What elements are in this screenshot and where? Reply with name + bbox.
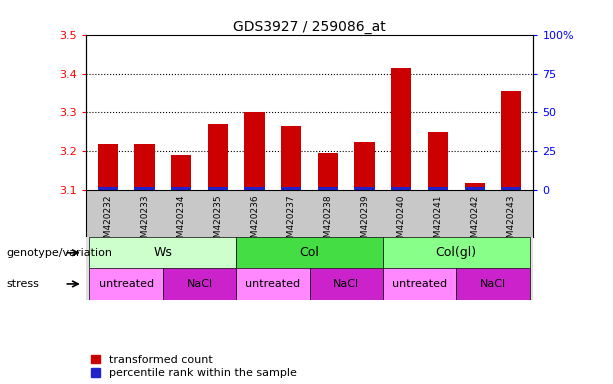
Bar bbox=[428, 187, 448, 190]
Text: GSM420235: GSM420235 bbox=[213, 194, 223, 249]
Text: NaCl: NaCl bbox=[480, 279, 506, 289]
Bar bbox=[134, 187, 154, 190]
Text: Ws: Ws bbox=[153, 246, 172, 259]
Text: GSM420236: GSM420236 bbox=[250, 194, 259, 249]
Bar bbox=[97, 187, 118, 190]
Bar bbox=[465, 183, 485, 190]
Bar bbox=[97, 144, 118, 190]
Bar bbox=[354, 187, 375, 190]
Bar bbox=[163, 268, 236, 300]
Bar bbox=[171, 156, 191, 190]
Bar bbox=[236, 237, 383, 268]
Bar bbox=[281, 187, 302, 190]
Bar bbox=[391, 187, 411, 190]
Bar bbox=[245, 113, 265, 190]
Text: untreated: untreated bbox=[392, 279, 447, 289]
Text: GSM420234: GSM420234 bbox=[177, 194, 186, 249]
Bar bbox=[89, 237, 236, 268]
Text: genotype/variation: genotype/variation bbox=[6, 248, 112, 258]
Text: Col(gl): Col(gl) bbox=[436, 246, 477, 259]
Text: Col: Col bbox=[300, 246, 319, 259]
Text: NaCl: NaCl bbox=[186, 279, 213, 289]
Bar bbox=[391, 68, 411, 190]
Text: GSM420241: GSM420241 bbox=[433, 194, 443, 249]
Text: GSM420242: GSM420242 bbox=[470, 194, 479, 248]
Bar bbox=[383, 268, 456, 300]
Bar bbox=[245, 187, 265, 190]
Text: GSM420237: GSM420237 bbox=[287, 194, 295, 249]
Bar bbox=[318, 153, 338, 190]
Bar bbox=[89, 268, 163, 300]
Text: untreated: untreated bbox=[245, 279, 300, 289]
Text: GSM420240: GSM420240 bbox=[397, 194, 406, 249]
Bar bbox=[354, 142, 375, 190]
Legend: transformed count, percentile rank within the sample: transformed count, percentile rank withi… bbox=[91, 355, 297, 379]
Bar bbox=[134, 144, 154, 190]
Bar bbox=[501, 91, 522, 190]
Bar bbox=[208, 187, 228, 190]
Bar bbox=[208, 124, 228, 190]
Bar bbox=[310, 268, 383, 300]
Text: GSM420232: GSM420232 bbox=[104, 194, 112, 249]
Bar bbox=[281, 126, 302, 190]
Text: NaCl: NaCl bbox=[333, 279, 359, 289]
Bar bbox=[465, 187, 485, 190]
Bar bbox=[171, 187, 191, 190]
Bar bbox=[236, 268, 310, 300]
Text: stress: stress bbox=[6, 279, 39, 289]
Text: GSM420233: GSM420233 bbox=[140, 194, 149, 249]
Title: GDS3927 / 259086_at: GDS3927 / 259086_at bbox=[233, 20, 386, 33]
Text: GSM420238: GSM420238 bbox=[324, 194, 332, 249]
Bar bbox=[456, 268, 530, 300]
Bar bbox=[428, 132, 448, 190]
Text: GSM420243: GSM420243 bbox=[507, 194, 516, 249]
Bar bbox=[383, 237, 530, 268]
Text: untreated: untreated bbox=[99, 279, 154, 289]
Bar bbox=[318, 187, 338, 190]
Text: GSM420239: GSM420239 bbox=[360, 194, 369, 249]
Bar bbox=[501, 187, 522, 190]
